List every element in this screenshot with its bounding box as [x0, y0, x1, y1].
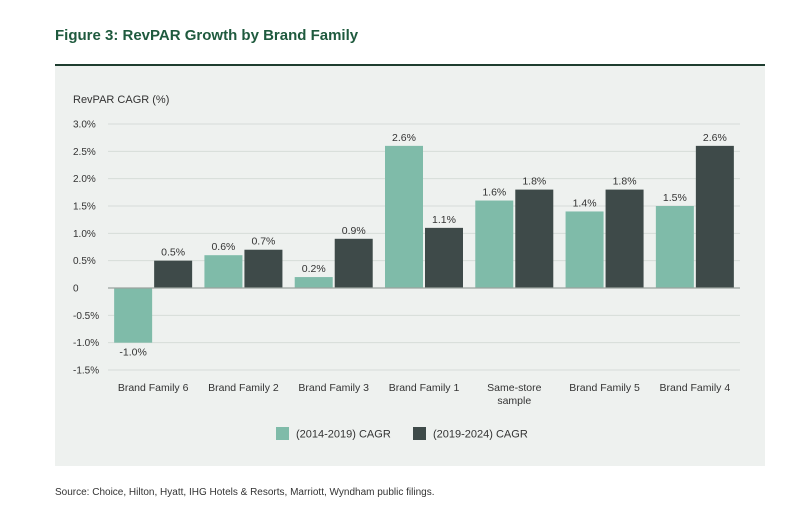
data-label: 0.5% — [161, 247, 185, 259]
data-label: 2.6% — [392, 132, 416, 144]
bar-cagr-2019-2024 — [695, 145, 734, 288]
category-labels: Brand Family 6 Brand Family 2 Brand Family… — [118, 382, 730, 407]
bar-cagr-2019-2024 — [605, 189, 644, 288]
bar-cagr-2014-2019 — [114, 288, 153, 343]
bar-cagr-2014-2019 — [294, 277, 333, 288]
bar-cagr-2019-2024 — [244, 249, 283, 288]
y-tick-label: 0.5% — [73, 256, 96, 267]
data-label: 0.9% — [342, 225, 366, 237]
category-label: Brand Family 6 — [118, 382, 189, 394]
y-tick-label: 1.5% — [73, 202, 96, 213]
y-axis-title: RevPAR CAGR (%) — [73, 94, 169, 106]
y-tick-label: 3.0% — [73, 120, 96, 131]
bar-cagr-2019-2024 — [515, 189, 554, 288]
bar-cagr-2019-2024 — [154, 260, 193, 288]
category-label: Brand Family 1 — [389, 382, 460, 394]
legend: (2014-2019) CAGR (2019-2024) CAGR — [276, 427, 528, 441]
legend-label: (2014-2019) CAGR — [296, 429, 391, 441]
bars — [114, 145, 734, 343]
bar-cagr-2019-2024 — [425, 227, 463, 288]
bar-cagr-2014-2019 — [475, 200, 514, 288]
gridlines — [108, 123, 740, 371]
bar-cagr-2014-2019 — [565, 211, 604, 288]
y-tick-labels: 3.0% 2.5% 2.0% 1.5% 1.0% 0.5% 0 -0.5% -1.0% -1.5% — [73, 120, 99, 377]
source-note: Source: Choice, Hilton, Hyatt, IHG Hotel… — [55, 487, 435, 498]
bar-cagr-2014-2019 — [204, 255, 243, 288]
data-label: 0.2% — [302, 263, 326, 275]
title-rule — [55, 64, 765, 66]
data-label: 1.8% — [613, 176, 637, 188]
bar-cagr-2014-2019 — [385, 145, 423, 288]
legend-swatch — [276, 427, 289, 440]
legend-swatch — [413, 427, 426, 440]
figure-title: Figure 3: RevPAR Growth by Brand Family — [55, 27, 359, 44]
category-label: Brand Family 4 — [660, 382, 731, 394]
data-label: -1.0% — [119, 347, 146, 359]
y-tick-label: -1.0% — [73, 338, 99, 349]
bar-cagr-2019-2024 — [334, 238, 373, 288]
data-label: 0.7% — [251, 236, 275, 248]
category-label: Brand Family 5 — [569, 382, 640, 394]
data-label: 1.8% — [522, 176, 546, 188]
category-label: Brand Family 2 — [208, 382, 279, 394]
y-tick-label: 2.0% — [73, 174, 96, 185]
category-label: Same-store — [487, 382, 541, 394]
data-label: 1.4% — [573, 197, 597, 209]
legend-label: (2019-2024) CAGR — [433, 429, 528, 441]
bar-cagr-2014-2019 — [655, 206, 694, 288]
y-tick-label: 0 — [73, 284, 79, 295]
y-tick-label: 2.5% — [73, 147, 96, 158]
data-labels: -1.0% 0.5% 0.6% 0.7% 0.2% 0.9% 2.6% 1.1% 1.6% 1.8… — [119, 132, 726, 359]
data-label: 1.5% — [663, 192, 687, 204]
category-label: sample — [497, 395, 531, 407]
y-tick-label: 1.0% — [73, 229, 96, 240]
y-tick-label: -0.5% — [73, 311, 99, 322]
data-label: 1.1% — [432, 214, 456, 226]
category-label: Brand Family 3 — [298, 382, 369, 394]
y-tick-label: -1.5% — [73, 366, 99, 377]
data-label: 0.6% — [211, 241, 235, 253]
data-label: 1.6% — [482, 187, 506, 199]
data-label: 2.6% — [703, 132, 727, 144]
